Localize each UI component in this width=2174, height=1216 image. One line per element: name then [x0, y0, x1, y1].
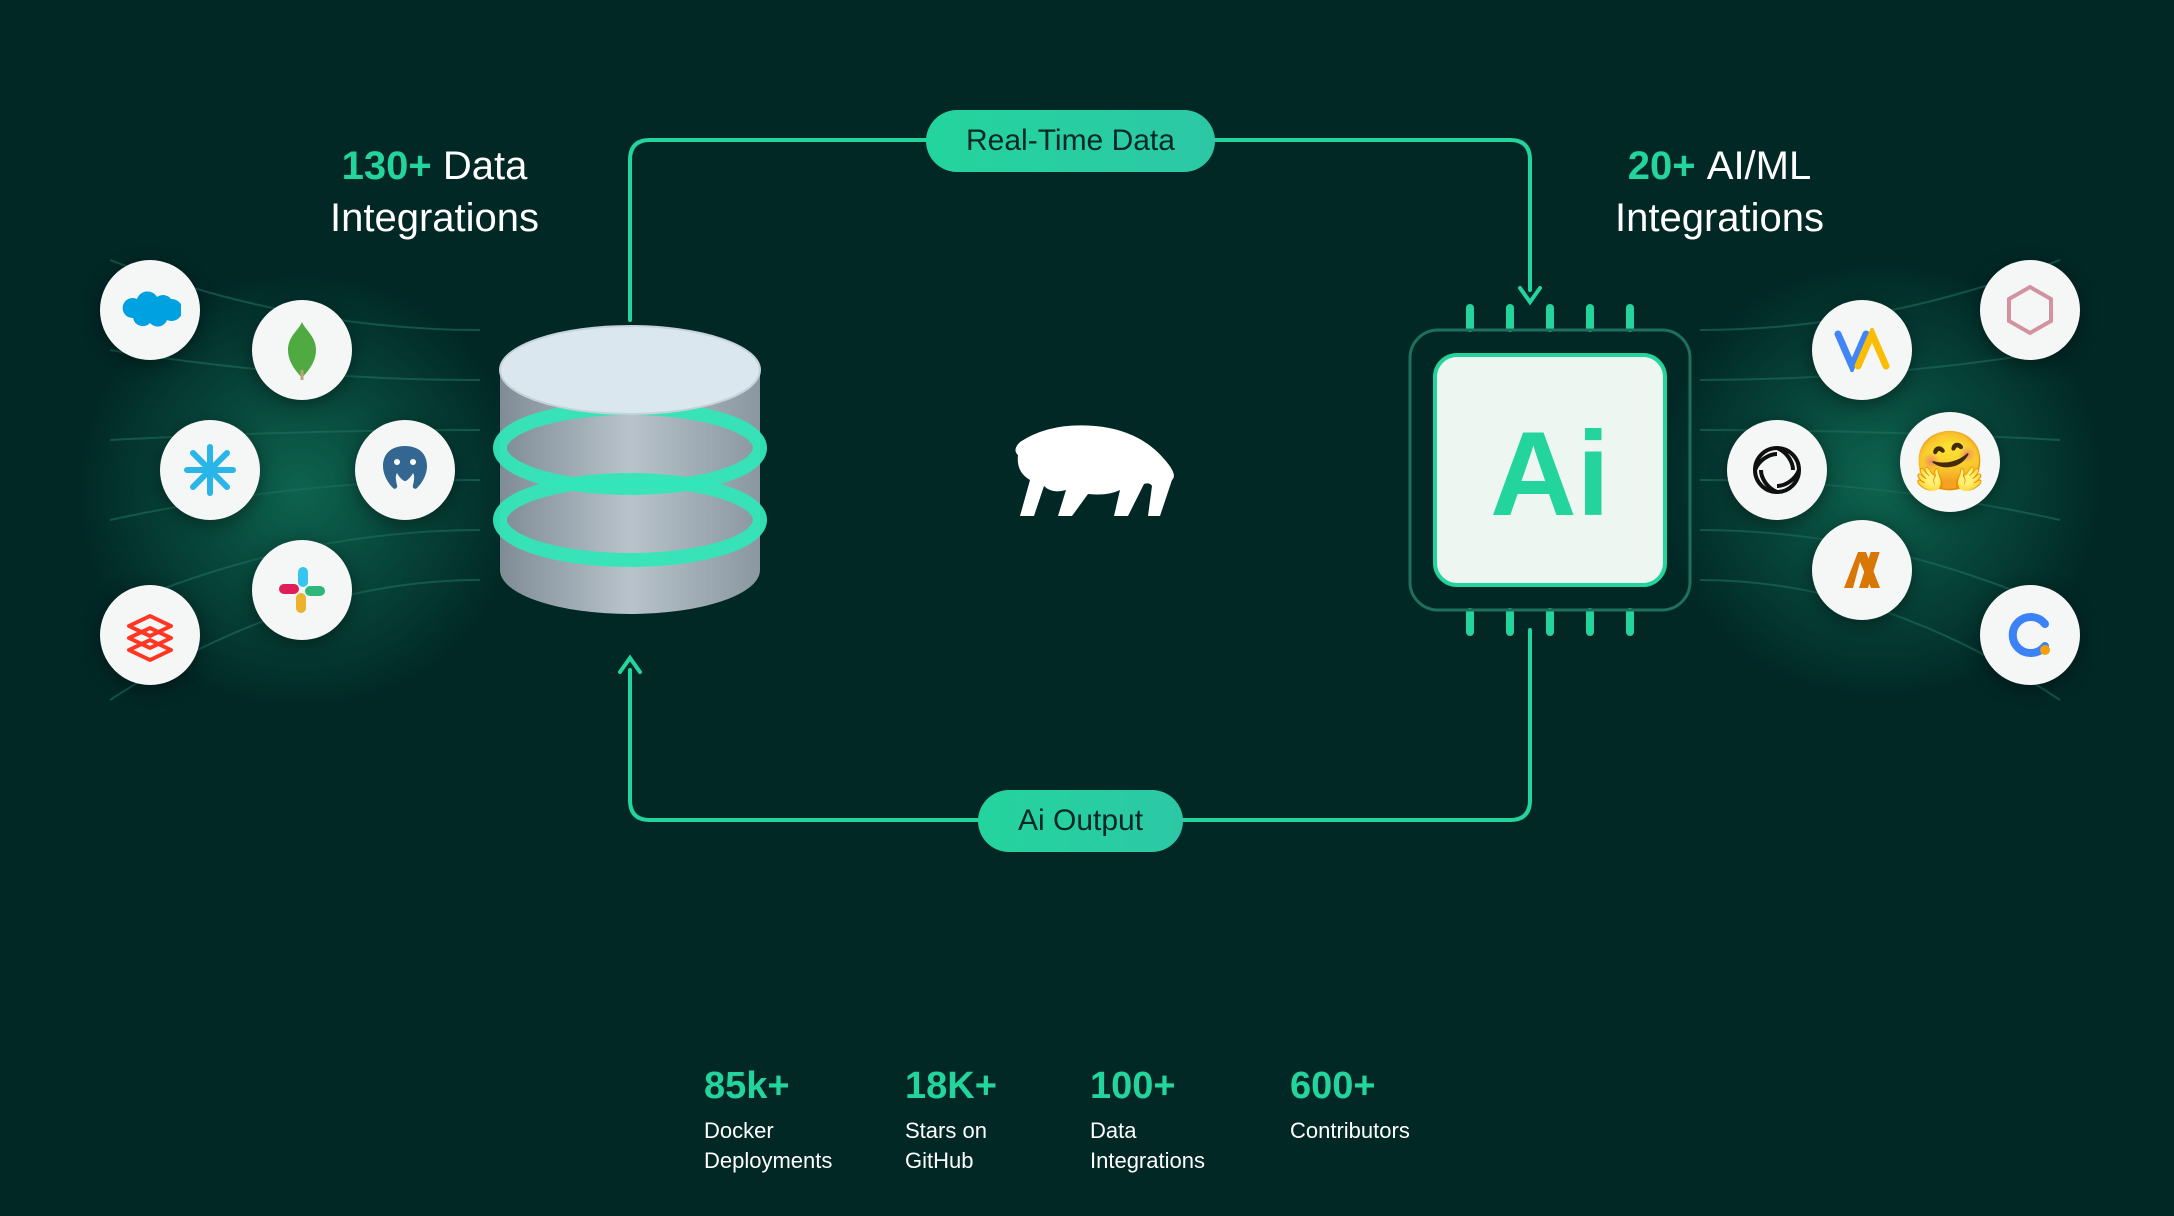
databricks-icon	[100, 585, 200, 685]
stat-contributors: 600+ Contributors	[1290, 1065, 1410, 1146]
stat-value: 600+	[1290, 1065, 1410, 1108]
ai-chip-icon: Ai	[1380, 300, 1710, 640]
bear-logo-icon	[1000, 420, 1180, 530]
stat-label-l1: Data	[1090, 1118, 1136, 1143]
openai-hex-icon	[1980, 260, 2080, 360]
stat-label-l2: Deployments	[704, 1148, 832, 1173]
stat-label-l1: Stars on	[905, 1118, 987, 1143]
postgresql-icon	[355, 420, 455, 520]
stat-value: 100+	[1090, 1065, 1205, 1108]
cohere-icon	[1980, 585, 2080, 685]
stat-github: 18K+ Stars on GitHub	[905, 1065, 997, 1175]
database-icon	[490, 320, 770, 620]
stat-label-l1: Docker	[704, 1118, 774, 1143]
stat-label-l1: Contributors	[1290, 1118, 1410, 1143]
stat-value: 18K+	[905, 1065, 997, 1108]
huggingface-icon: 🤗	[1900, 412, 2000, 512]
anthropic-icon	[1812, 520, 1912, 620]
pill-ai-output: Ai Output	[978, 790, 1183, 852]
slack-icon	[252, 540, 352, 640]
salesforce-icon	[100, 260, 200, 360]
pill-real-time-data: Real-Time Data	[926, 110, 1215, 172]
stat-label-l2: GitHub	[905, 1148, 973, 1173]
stat-integrations: 100+ Data Integrations	[1090, 1065, 1205, 1175]
mongodb-icon	[252, 300, 352, 400]
svg-text:Ai: Ai	[1490, 407, 1610, 541]
snowflake-icon	[160, 420, 260, 520]
stat-value: 85k+	[704, 1065, 832, 1108]
vertex-icon	[1812, 300, 1912, 400]
openai-icon	[1727, 420, 1827, 520]
stat-docker: 85k+ Docker Deployments	[704, 1065, 832, 1175]
stat-label-l2: Integrations	[1090, 1148, 1205, 1173]
